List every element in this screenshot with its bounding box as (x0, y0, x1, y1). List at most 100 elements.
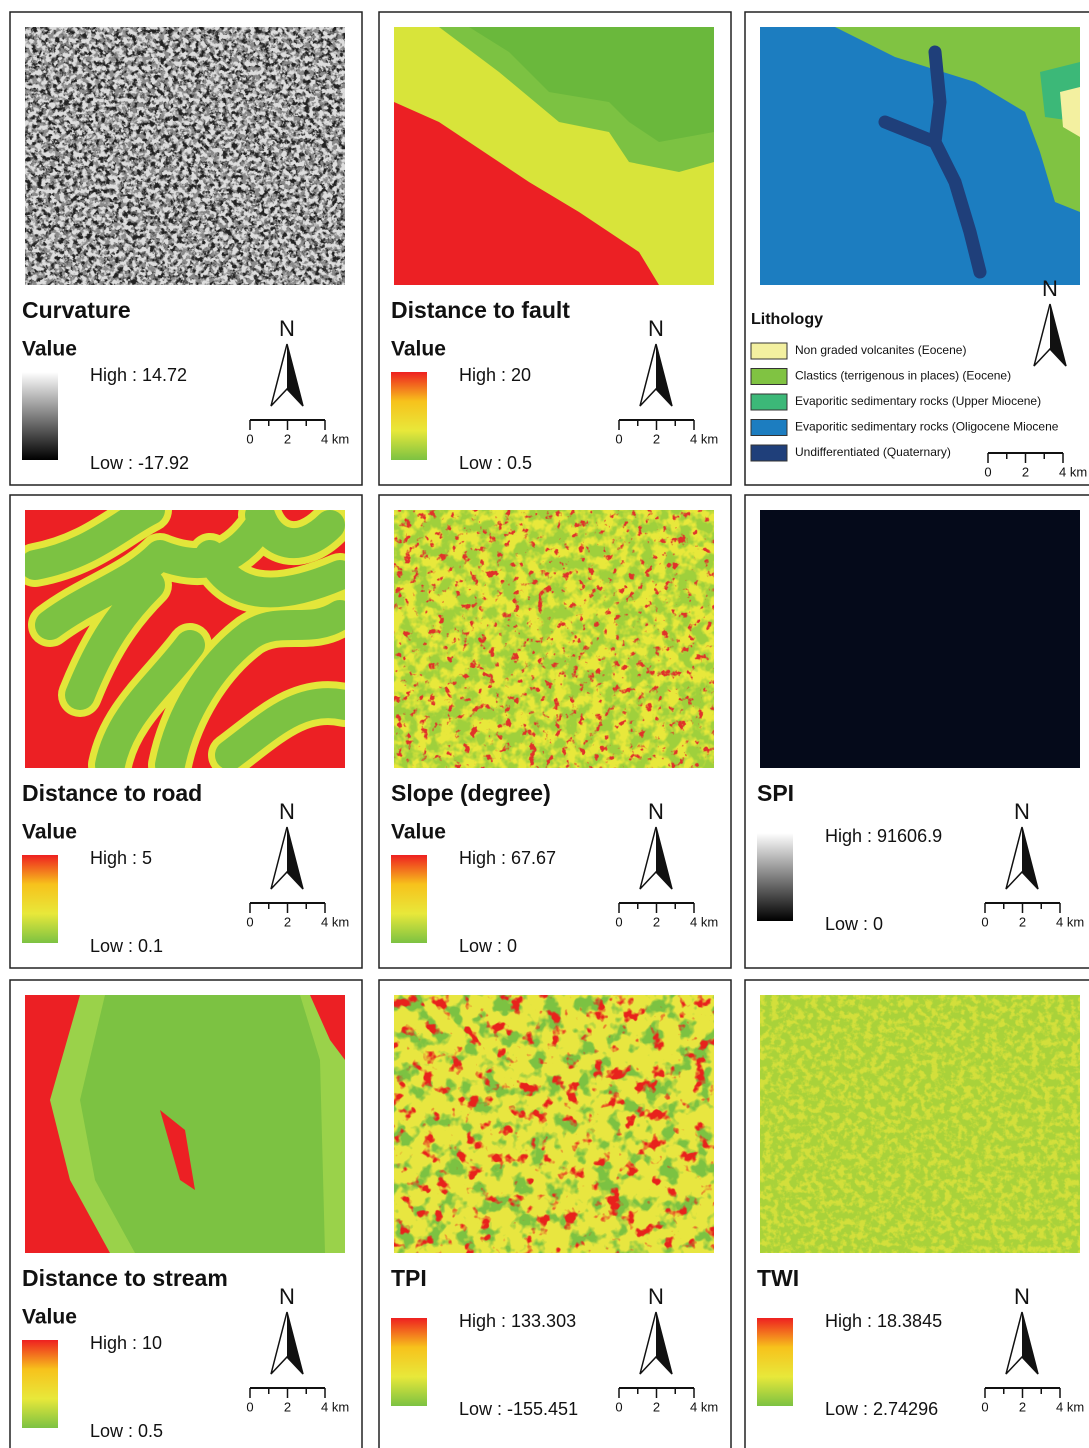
north-arrow-fill (656, 827, 672, 889)
north-label: N (279, 799, 295, 824)
low-label: Low : 0 (825, 914, 883, 934)
map (25, 27, 345, 285)
scale-label: 2 (284, 914, 291, 929)
color-ramp (391, 372, 427, 460)
scale-label: 2 (1019, 914, 1026, 929)
north-arrow-fill (1022, 1312, 1038, 1374)
north-label: N (648, 1284, 664, 1309)
map-texture (394, 995, 714, 1253)
high-label: High : 10 (90, 1333, 162, 1353)
value-label: Value (22, 821, 77, 844)
color-ramp (391, 855, 427, 943)
panel-title: Distance to road (22, 780, 202, 806)
scale-label: 0 (246, 431, 253, 446)
high-label: High : 133.303 (459, 1311, 576, 1331)
legend-swatch (750, 393, 788, 411)
map-texture (394, 510, 714, 768)
zone (160, 1110, 195, 1190)
panel-title: Distance to fault (391, 297, 570, 323)
value-label: Value (22, 338, 77, 361)
north-label: N (279, 1284, 295, 1309)
legend-label: Undifferentiated (Quaternary) (795, 445, 951, 459)
legend-swatch (750, 342, 788, 360)
scale-label: 2 (653, 1399, 660, 1414)
scale-label: 2 (653, 431, 660, 446)
scale-label: 2 (1022, 464, 1029, 479)
panel-title: SPI (757, 780, 794, 806)
high-label: High : 67.67 (459, 848, 556, 868)
north-label: N (1014, 799, 1030, 824)
scale-label: 4 km (690, 914, 718, 929)
low-label: Low : 0.5 (90, 1421, 163, 1441)
high-label: High : 14.72 (90, 365, 187, 385)
value-label: Value (22, 1306, 77, 1329)
panel-title: Distance to stream (22, 1265, 228, 1291)
scale-label: 0 (246, 914, 253, 929)
legend-swatch (750, 368, 788, 385)
scale-label: 2 (284, 431, 291, 446)
scale-label: 4 km (321, 1399, 349, 1414)
north-arrow-fill (656, 344, 672, 406)
north-arrow-fill (656, 1312, 672, 1374)
zone (394, 102, 659, 285)
color-ramp (391, 1318, 427, 1406)
scale-label: 4 km (1056, 914, 1084, 929)
panel-frame (378, 11, 732, 486)
scale-label: 0 (984, 464, 991, 479)
zone (1060, 87, 1080, 137)
panel-frame (9, 494, 363, 969)
map (760, 995, 1080, 1253)
legend-label: Evaporitic sedimentary rocks (Upper Mioc… (795, 394, 1041, 408)
scale-label: 0 (981, 1399, 988, 1414)
panel: N 0 2 4 km Distance to stream Value High : 10 L… (9, 979, 363, 1448)
zone (835, 27, 1080, 212)
low-label: Low : -17.92 (90, 453, 189, 473)
buffer (25, 510, 345, 768)
panel: N 0 2 4 km Lithology Non graded volcanites (E… (744, 11, 1089, 486)
legend-title: Lithology (751, 311, 823, 328)
scale-label: 2 (1019, 1399, 1026, 1414)
map (394, 27, 714, 285)
color-ramp (757, 1318, 793, 1406)
map (760, 510, 1080, 768)
panel: N 0 2 4 km Distance to fault Value High : 20 Lo… (378, 11, 732, 486)
scale-label: 2 (653, 914, 660, 929)
north-label: N (1014, 1284, 1030, 1309)
scale-label: 0 (615, 431, 622, 446)
panel-frame (378, 494, 732, 969)
scale-label: 0 (246, 1399, 253, 1414)
map-texture (760, 995, 1080, 1253)
panel: N 0 2 4 km Slope (degree) Value High : 67.67 Lo… (378, 494, 732, 969)
north-label: N (648, 799, 664, 824)
low-label: Low : 2.74296 (825, 1399, 938, 1419)
panel: N 0 2 4 km Curvature Value High : 14.72 Low : -… (9, 11, 363, 486)
legend-label: Clastics (terrigenous in places) (Eocene… (795, 369, 1011, 383)
river (878, 45, 987, 279)
scale-label: 4 km (1059, 464, 1087, 479)
north-label: N (279, 316, 295, 341)
panel-frame (378, 979, 732, 1448)
scale-label: 0 (981, 914, 988, 929)
color-ramp (757, 833, 793, 921)
panel: N 0 2 4 km SPI High : 91606.9 Low : 0 (744, 494, 1089, 969)
panel-title: TWI (757, 1265, 799, 1291)
panel-title: Curvature (22, 297, 131, 323)
legend-label: Evaporitic sedimentary rocks (Oligocene … (795, 420, 1059, 434)
panel-frame (744, 11, 1089, 486)
panel: N 0 2 4 km Distance to road Value High : 5 Low … (9, 494, 363, 969)
legend-swatch (750, 419, 788, 436)
panel-frame (744, 979, 1089, 1448)
map-base (760, 510, 1080, 768)
legend-swatch (750, 444, 788, 462)
panel-frame (9, 979, 363, 1448)
panel-title: Slope (degree) (391, 780, 551, 806)
north-arrow-fill (287, 827, 303, 889)
map (394, 510, 714, 768)
zone (80, 995, 325, 1253)
panel: N 0 2 4 km TWI High : 18.3845 Low : 2.74296 (744, 979, 1089, 1448)
panel-frame (744, 494, 1089, 969)
panel-title: TPI (391, 1265, 427, 1291)
color-ramp (22, 372, 58, 460)
color-ramp (22, 1340, 58, 1428)
